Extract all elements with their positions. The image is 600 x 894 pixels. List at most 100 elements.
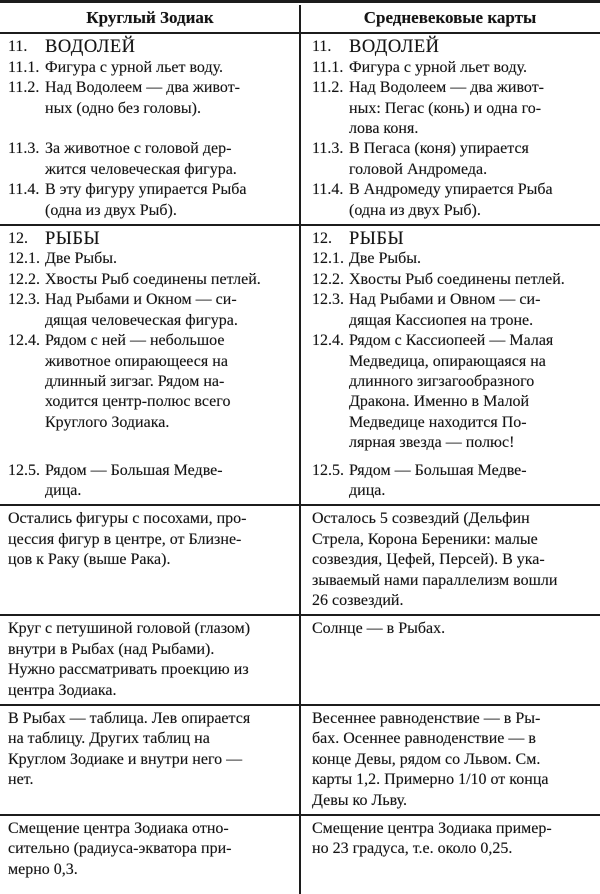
plain-row: В Рыбах — таблица. Лев опирается на табл… <box>0 709 600 811</box>
right-cell: 11.2. Над Водолеем — два живот- ных: Пег… <box>300 78 600 139</box>
item-text: В Пегаса (коня) упирается головой Андром… <box>349 140 529 178</box>
cell-text: Круг с петушиной головой (глазом) внутри… <box>8 620 251 699</box>
item-text: Фигура с урной льет воду. <box>349 58 527 76</box>
item-row-12-5: 12.5. Рядом — Большая Медве- дица. 12.5.… <box>0 461 600 502</box>
item-row-12-3: 12.3. Над Рыбами и Окном — си- дящая чел… <box>0 290 600 331</box>
item-number: 11.3. <box>8 140 40 158</box>
right-cell: 11.1. Фигура с урной льет воду. <box>300 58 600 78</box>
item-number: 12.1. <box>312 250 344 268</box>
right-cell: 12.5. Рядом — Большая Медве- дица. <box>300 461 600 502</box>
column-divider-line <box>299 5 301 894</box>
item-number: 11.3. <box>312 140 344 158</box>
item-number: 11.1. <box>312 58 344 76</box>
left-cell: Смещение центра Зодиака отно- сительно (… <box>0 819 300 880</box>
plain-row: Круг с петушиной головой (глазом) внутри… <box>0 619 600 701</box>
plain-row: Остались фигуры с посохами, про- цессия … <box>0 509 600 611</box>
item-text: Рядом с ней — небольшое животное опирающ… <box>45 332 231 431</box>
plain-row: Смещение центра Зодиака отно- сительно (… <box>0 819 600 880</box>
left-cell: В Рыбах — таблица. Лев опирается на табл… <box>0 709 300 811</box>
item-text: Над Водолеем — два живот- ных (одно без … <box>45 79 241 117</box>
item-row-12-1: 12.1. Две Рыбы. 12.1. Две Рыбы. <box>0 249 600 269</box>
right-cell: 11. ВОДОЛЕЙ <box>300 37 600 57</box>
right-cell: 11.3. В Пегаса (коня) упирается головой … <box>300 139 600 180</box>
item-text: РЫБЫ <box>349 229 405 250</box>
item-number: 12.3. <box>8 291 40 309</box>
left-cell: 11.4. В эту фигуру упирается Рыба (одна … <box>0 180 300 221</box>
left-cell: 12.2. Хвосты Рыб соединены петлей. <box>0 270 300 290</box>
left-cell: Остались фигуры с посохами, про- цессия … <box>0 509 300 611</box>
left-cell: Круг с петушиной головой (глазом) внутри… <box>0 619 300 701</box>
right-cell: Весеннее равноденствие — в Ры- бах. Осен… <box>300 709 600 811</box>
item-number: 11.4. <box>312 181 344 199</box>
item-number: 12.5. <box>312 461 344 479</box>
left-cell: 12. РЫБЫ <box>0 229 300 249</box>
left-cell: 11. ВОДОЛЕЙ <box>0 37 300 57</box>
right-cell: 12. РЫБЫ <box>300 229 600 249</box>
right-cell: Осталось 5 созвездий (Дельфин Стрела, Ко… <box>300 509 600 611</box>
item-number: 12.1. <box>8 250 40 268</box>
item-text: Две Рыбы. <box>45 250 118 268</box>
right-cell: 11.4. В Андромеду упирается Рыба (одна и… <box>300 180 600 221</box>
right-cell: 12.2. Хвосты Рыб соединены петлей. <box>300 270 600 290</box>
item-row-12: 12. РЫБЫ 12. РЫБЫ <box>0 229 600 249</box>
item-number: 11. <box>312 38 332 56</box>
cell-text: В Рыбах — таблица. Лев опирается на табл… <box>8 710 251 789</box>
item-text: Над Рыбами и Овном — си- дящая Кассиопея… <box>349 291 541 329</box>
cell-text: Смещение центра Зодиака отно- сительно (… <box>8 820 232 878</box>
item-number: 12.2. <box>312 270 344 288</box>
left-cell: 11.2. Над Водолеем — два живот- ных (одн… <box>0 78 300 139</box>
item-text: Над Рыбами и Окном — си- дящая человечес… <box>45 291 238 329</box>
left-cell: 12.5. Рядом — Большая Медве- дица. <box>0 461 300 502</box>
item-row-11-3: 11.3. За животное с головой дер- жится ч… <box>0 139 600 180</box>
cell-text: Солнце — в Рыбах. <box>312 620 446 638</box>
item-number: 12.4. <box>312 332 344 350</box>
item-row-11-4: 11.4. В эту фигуру упирается Рыба (одна … <box>0 180 600 221</box>
item-text: Рядом — Большая Медве- дица. <box>349 461 527 499</box>
item-row-11: 11. ВОДОЛЕЙ 11. ВОДОЛЕЙ <box>0 37 600 57</box>
cell-text: Весеннее равноденствие — в Ры- бах. Осен… <box>312 710 549 809</box>
header-medieval-maps: Средневековые карты <box>363 8 537 27</box>
item-number: 11. <box>8 38 28 56</box>
item-number: 11.2. <box>312 79 344 97</box>
item-number: 12. <box>312 230 332 248</box>
item-number: 12.3. <box>312 291 344 309</box>
item-number: 12.5. <box>8 461 40 479</box>
section-remaining-figures: Остались фигуры с посохами, про- цессия … <box>0 504 600 614</box>
right-cell: 12.3. Над Рыбами и Овном — си- дящая Кас… <box>300 290 600 331</box>
cell-text: Остались фигуры с посохами, про- цессия … <box>8 510 247 569</box>
item-text: Две Рыбы. <box>349 250 422 268</box>
left-cell: 12.3. Над Рыбами и Окном — си- дящая чел… <box>0 290 300 331</box>
left-cell: 11.3. За животное с головой дер- жится ч… <box>0 139 300 180</box>
right-cell: Смещение центра Зодиака пример- но 23 гр… <box>300 819 600 880</box>
item-number: 11.2. <box>8 79 40 97</box>
section-sun-in-pisces: Круг с петушиной головой (глазом) внутри… <box>0 614 600 704</box>
item-text: Рядом с Кассиопеей — Малая Медведица, оп… <box>349 332 554 452</box>
item-text: Фигура с урной льет воду. <box>45 58 223 76</box>
section-center-offset: Смещение центра Зодиака отно- сительно (… <box>0 814 600 883</box>
left-cell: 12.4. Рядом с ней — небольшое животное о… <box>0 331 300 453</box>
item-number: 11.1. <box>8 58 40 76</box>
item-text: За животное с головой дер- жится человеч… <box>45 140 237 178</box>
header-round-zodiac: Круглый Зодиак <box>86 8 214 27</box>
item-row-11-2: 11.2. Над Водолеем — два живот- ных (одн… <box>0 78 600 139</box>
item-row-12-4: 12.4. Рядом с ней — небольшое животное о… <box>0 331 600 453</box>
item-row-11-1: 11.1. Фигура с урной льет воду. 11.1. Фи… <box>0 58 600 78</box>
item-text: РЫБЫ <box>45 229 101 250</box>
item-text: В эту фигуру упирается Рыба (одна из дву… <box>45 181 247 219</box>
right-cell: 12.1. Две Рыбы. <box>300 249 600 269</box>
cell-text: Осталось 5 созвездий (Дельфин Стрела, Ко… <box>312 510 558 609</box>
right-cell: Солнце — в Рыбах. <box>300 619 600 701</box>
item-number: 11.4. <box>8 181 40 199</box>
item-text: ВОДОЛЕЙ <box>349 37 440 58</box>
item-text: Хвосты Рыб соединены петлей. <box>45 270 261 288</box>
item-number: 12.2. <box>8 270 40 288</box>
section-aquarius: 11. ВОДОЛЕЙ 11. ВОДОЛЕЙ 11.1. Фигура с у… <box>0 34 600 224</box>
item-text: ВОДОЛЕЙ <box>45 37 136 58</box>
item-text: Рядом — Большая Медве- дица. <box>45 461 223 499</box>
item-row-12-2: 12.2. Хвосты Рыб соединены петлей. 12.2.… <box>0 270 600 290</box>
cell-text: Смещение центра Зодиака пример- но 23 гр… <box>312 820 552 858</box>
item-number: 12. <box>8 230 28 248</box>
item-text: В Андромеду упирается Рыба (одна из двух… <box>349 181 553 219</box>
left-cell: 12.1. Две Рыбы. <box>0 249 300 269</box>
